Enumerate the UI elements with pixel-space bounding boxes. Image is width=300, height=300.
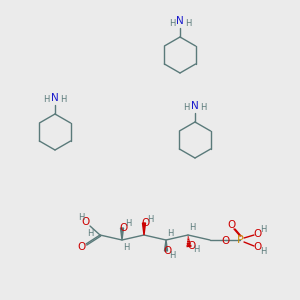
Text: H: H [147, 214, 153, 224]
Polygon shape [121, 228, 124, 240]
Text: O: O [253, 242, 261, 252]
Text: O: O [77, 242, 85, 252]
Text: H: H [167, 229, 173, 238]
Text: O: O [141, 218, 149, 228]
Text: P: P [237, 235, 243, 245]
Text: O: O [222, 236, 230, 246]
Text: H: H [193, 245, 199, 254]
Text: O: O [228, 220, 236, 230]
Text: H: H [87, 229, 93, 238]
Text: O: O [119, 223, 127, 233]
Text: O: O [187, 241, 195, 251]
Text: H: H [60, 95, 66, 104]
Text: H: H [123, 242, 129, 251]
Polygon shape [142, 223, 146, 235]
Text: H: H [260, 226, 266, 235]
Text: H: H [185, 19, 191, 28]
Text: H: H [169, 250, 175, 260]
Text: H: H [78, 212, 84, 221]
Text: H: H [184, 103, 190, 112]
Text: H: H [125, 220, 131, 229]
Text: O: O [163, 246, 171, 256]
Text: H: H [200, 103, 206, 112]
Text: N: N [51, 93, 59, 103]
Text: N: N [191, 101, 199, 111]
Polygon shape [164, 240, 167, 251]
Text: H: H [169, 19, 175, 28]
Text: O: O [253, 229, 261, 239]
Text: N: N [176, 16, 184, 26]
Text: H: H [260, 247, 266, 256]
Text: H: H [189, 224, 195, 232]
Text: O: O [82, 217, 90, 227]
Text: H: H [44, 95, 50, 104]
